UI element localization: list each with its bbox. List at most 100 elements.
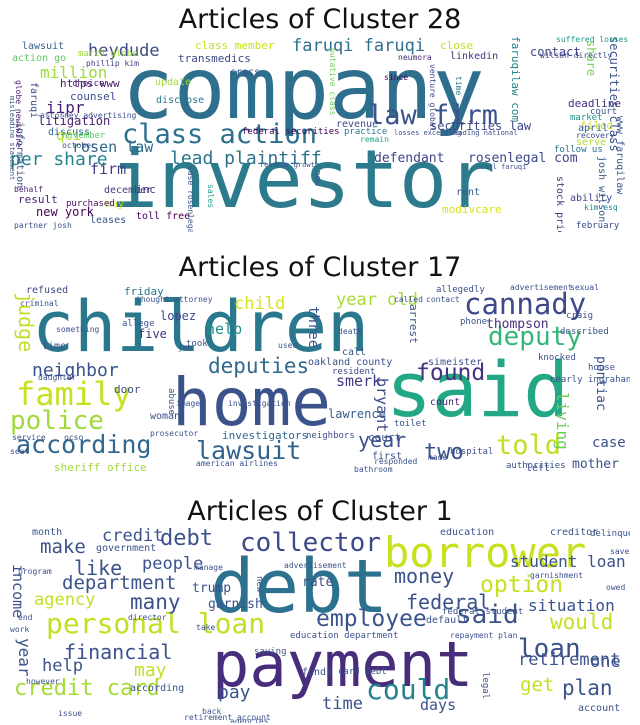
- cloud-word: simeister: [428, 357, 483, 368]
- cloud-word: agencies: [230, 717, 269, 724]
- cloud-word: program: [18, 567, 52, 576]
- cloud-word: like: [74, 556, 123, 580]
- cloud-word: employee: [316, 606, 427, 632]
- cloud-word: discuss: [48, 127, 91, 138]
- cloud-word: phillip kim: [86, 59, 139, 68]
- cloud-word: resident: [332, 367, 376, 377]
- cloud-word: help: [42, 656, 83, 676]
- cloud-word: litigation: [38, 114, 111, 128]
- cloud-word: lawrence: [328, 407, 386, 421]
- cloud-word: abuse: [166, 388, 176, 416]
- cloud-word: market: [570, 113, 603, 123]
- cloud-word: children: [32, 286, 370, 368]
- cloud-word: people: [142, 554, 204, 574]
- cloud-word: sales: [206, 184, 215, 209]
- cloud-word: oakland county: [308, 357, 393, 368]
- cloud-word: www faruqilaw: [614, 116, 625, 195]
- cloud-word: count: [430, 397, 461, 408]
- cloud-word: deadline: [568, 97, 621, 110]
- cloud-word: get: [520, 674, 555, 696]
- cloud-word: february: [576, 221, 620, 231]
- cloud-word: choice: [72, 79, 105, 89]
- cloud-word: partner josh: [14, 221, 72, 230]
- cloud-word: remain: [360, 135, 389, 144]
- cloud-word: work: [10, 625, 30, 634]
- cloud-word: investor: [110, 133, 496, 226]
- cloud-word: default: [426, 615, 469, 626]
- cloud-word: sheriff office: [54, 461, 147, 474]
- cloud-word: plan: [562, 676, 613, 700]
- cloud-word: follow us: [554, 145, 603, 155]
- cloud-word: days: [420, 696, 457, 714]
- cloud-word: since: [384, 73, 409, 82]
- word-cloud: children home said cannady deputy family…: [10, 282, 630, 482]
- cloud-word: time: [42, 341, 67, 352]
- cloud-word: income: [10, 564, 27, 619]
- cloud-word: investigation: [228, 399, 291, 408]
- cloud-word: https www: [60, 77, 120, 90]
- cloud-word: allege: [122, 319, 155, 329]
- cloud-word: advertisement: [510, 283, 573, 292]
- cloud-word: crocs: [230, 67, 261, 78]
- cloud-word: education department: [290, 631, 399, 641]
- cloud-word: left: [526, 463, 551, 474]
- cloud-word: month: [32, 528, 63, 538]
- cloud-word: house: [588, 363, 616, 373]
- cloud-word: door: [114, 383, 141, 396]
- cloud-word: april: [578, 123, 609, 134]
- cloud-word: creditor: [550, 528, 599, 538]
- cloud-word: federal student: [442, 607, 524, 617]
- cloud-word: may: [106, 199, 125, 210]
- cloud-word: payment: [212, 628, 474, 701]
- cloud-word: hospital: [450, 447, 494, 457]
- cloud-word: lopez: [160, 309, 197, 323]
- cloud-word: lawsuit: [196, 436, 302, 465]
- cloud-word: per share: [10, 149, 108, 170]
- cloud-word: leading national: [450, 129, 518, 137]
- cloud-word: faruqilaw com: [509, 36, 522, 123]
- cloud-word: images: [176, 399, 205, 408]
- cloud-word: sexual: [570, 283, 599, 292]
- cloud-word: used: [278, 341, 298, 350]
- cloud-word: modivcare: [442, 203, 502, 216]
- cloud-word: said: [456, 600, 519, 630]
- cloud-word: collector: [240, 528, 381, 558]
- cloud-word: call faruqi: [480, 163, 527, 171]
- cloud-word: first: [372, 451, 403, 462]
- cloud-word: save: [610, 547, 630, 556]
- cloud-word: make: [40, 536, 86, 558]
- cloud-word: garnishment: [530, 571, 583, 580]
- cloud-word: million: [40, 63, 108, 82]
- cloud-word: time: [322, 694, 363, 714]
- cloud-word: court: [590, 107, 618, 117]
- cloud-word: judge: [14, 292, 38, 353]
- cloud-word: result: [18, 193, 58, 206]
- cloud-word: globe newswire: [14, 80, 23, 148]
- cloud-word: share: [584, 40, 598, 77]
- cloud-word: friday: [124, 285, 164, 298]
- cloud-word: transmedics: [178, 52, 251, 65]
- cloud-word: update: [155, 77, 192, 88]
- cloud-word: cannady: [464, 287, 587, 321]
- cloud-word: back: [202, 707, 222, 716]
- cloud-word: credit card: [14, 676, 160, 701]
- cloud-word: refused: [26, 285, 69, 296]
- cloud-word: information: [14, 122, 25, 189]
- cloud-word: funds: [302, 667, 333, 678]
- cloud-word: called: [394, 295, 423, 304]
- cloud-word: director: [128, 613, 167, 622]
- cloud-word: education: [440, 528, 495, 538]
- cloud-word: responded: [374, 457, 418, 466]
- cloud-word: attorney advertising: [40, 111, 137, 120]
- cloud-word: federal: [406, 590, 491, 614]
- cloud-word: october: [62, 141, 96, 150]
- cloud-word: delinquent: [590, 529, 630, 539]
- cloud-word: neighbor: [32, 360, 119, 381]
- cloud-word: death: [338, 327, 363, 336]
- cloud-word: home: [172, 364, 331, 441]
- cloud-word: filed: [580, 119, 614, 132]
- cloud-word: according: [16, 430, 152, 459]
- cloud-word: department: [62, 572, 177, 594]
- cloud-word: manage: [194, 563, 223, 572]
- cluster-panel-17: Articles of Cluster 17 children home sai…: [0, 246, 640, 484]
